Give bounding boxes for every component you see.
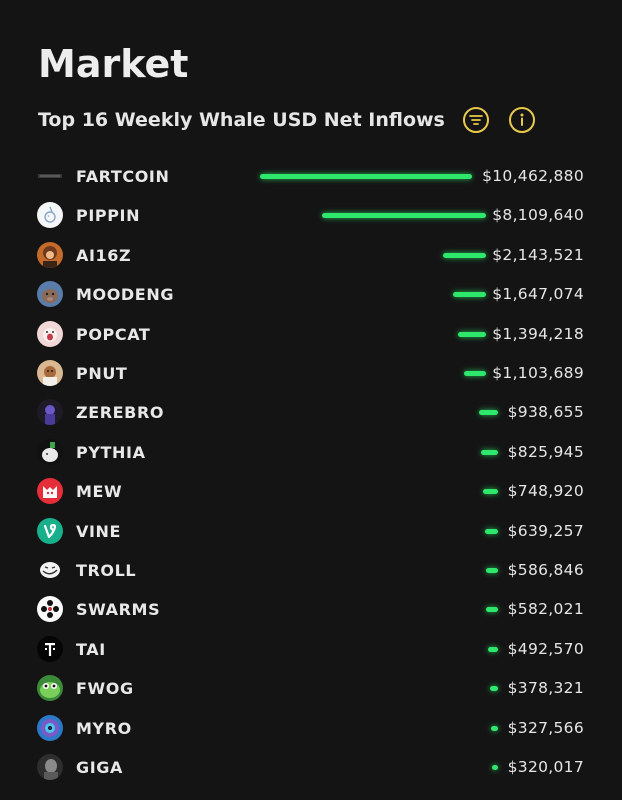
info-button[interactable] bbox=[508, 107, 535, 133]
inflow-value: $938,655 bbox=[507, 403, 584, 422]
token-row[interactable]: PNUT $1,103,689 bbox=[0, 355, 622, 391]
tai-logo-icon bbox=[37, 635, 63, 662]
token-row[interactable]: VINE $639,257 bbox=[0, 513, 622, 549]
inflow-value: $825,945 bbox=[507, 442, 584, 461]
inflow-bar bbox=[442, 252, 486, 258]
token-row[interactable]: PYTHIA $825,945 bbox=[0, 434, 622, 470]
inflow-bar bbox=[488, 646, 498, 652]
filter-lines-icon bbox=[468, 115, 483, 125]
inflow-bar bbox=[485, 528, 498, 534]
token-row[interactable]: MEW $748,920 bbox=[0, 473, 622, 509]
inflow-bar bbox=[478, 410, 498, 416]
token-row[interactable]: POPCAT $1,394,218 bbox=[0, 316, 622, 352]
inflow-value: $582,021 bbox=[507, 600, 584, 619]
token-row[interactable]: SWARMS $582,021 bbox=[0, 591, 622, 627]
inflow-value: $1,103,689 bbox=[492, 364, 584, 382]
info-icon bbox=[520, 113, 524, 126]
token-name: SWARMS bbox=[76, 600, 161, 620]
inflow-bar bbox=[490, 686, 498, 692]
token-row[interactable]: PIPPIN $8,109,640 bbox=[0, 197, 622, 233]
token-name: AI16Z bbox=[76, 245, 132, 265]
token-name: GIGA bbox=[76, 758, 124, 777]
page-title: Market bbox=[38, 42, 189, 86]
inflow-bar bbox=[486, 607, 498, 613]
ai16z-avatar-icon bbox=[37, 241, 63, 268]
token-name: MOODENG bbox=[76, 285, 175, 305]
section-title: Top 16 Weekly Whale USD Net Inflows bbox=[38, 109, 445, 131]
inflow-value: $2,143,521 bbox=[492, 245, 584, 264]
token-name: FARTCOIN bbox=[76, 167, 170, 186]
inflow-bar bbox=[452, 292, 486, 298]
inflow-bar bbox=[486, 568, 498, 573]
token-name: PNUT bbox=[76, 364, 128, 383]
myro-avatar-icon bbox=[37, 714, 63, 741]
token-name: TAI bbox=[76, 639, 106, 659]
token-name: MYRO bbox=[76, 718, 132, 738]
token-name: PIPPIN bbox=[76, 206, 141, 226]
inflow-value: $378,321 bbox=[507, 679, 584, 698]
token-row[interactable]: FWOG $378,321 bbox=[0, 670, 622, 706]
mew-avatar-icon bbox=[37, 478, 63, 505]
token-name: POPCAT bbox=[76, 324, 151, 344]
token-row[interactable]: TAI $492,570 bbox=[0, 631, 622, 667]
inflow-value: $320,017 bbox=[507, 758, 584, 776]
swarms-logo-icon bbox=[37, 596, 63, 623]
inflow-value: $492,570 bbox=[507, 639, 584, 658]
pippin-logo-icon bbox=[37, 202, 63, 229]
inflow-value: $1,647,074 bbox=[492, 285, 584, 304]
inflow-value: $8,109,640 bbox=[492, 206, 584, 225]
token-row[interactable]: AI16Z $2,143,521 bbox=[0, 237, 622, 273]
token-row[interactable]: FARTCOIN $10,462,880 bbox=[0, 158, 622, 194]
inflow-value: $327,566 bbox=[507, 718, 584, 737]
troll-face-icon bbox=[37, 557, 63, 583]
inflow-bar bbox=[457, 331, 486, 337]
token-row[interactable]: GIGA $320,017 bbox=[0, 749, 622, 785]
fwog-avatar-icon bbox=[37, 675, 63, 702]
inflow-bar bbox=[482, 489, 498, 495]
token-row[interactable]: MYRO $327,566 bbox=[0, 710, 622, 746]
token-name: MEW bbox=[76, 482, 123, 502]
section-header: Top 16 Weekly Whale USD Net Inflows bbox=[38, 103, 535, 137]
vine-logo-icon bbox=[37, 517, 63, 544]
inflow-bar bbox=[260, 174, 472, 179]
giga-avatar-icon bbox=[37, 754, 63, 780]
token-name: TROLL bbox=[76, 561, 137, 580]
token-name: VINE bbox=[76, 521, 122, 541]
zerebro-avatar-icon bbox=[37, 399, 63, 426]
pythia-avatar-icon bbox=[37, 438, 63, 465]
fartcoin-logo-icon bbox=[37, 163, 63, 189]
inflow-bar bbox=[321, 213, 486, 219]
filter-button[interactable] bbox=[462, 107, 489, 133]
token-row[interactable]: ZEREBRO $938,655 bbox=[0, 394, 622, 430]
inflow-value: $586,846 bbox=[507, 561, 584, 579]
inflow-bar bbox=[491, 725, 498, 731]
inflow-value: $748,920 bbox=[507, 482, 584, 501]
token-name: PYTHIA bbox=[76, 442, 146, 462]
popcat-avatar-icon bbox=[37, 320, 63, 347]
moodeng-avatar-icon bbox=[37, 281, 63, 308]
inflow-value: $639,257 bbox=[507, 521, 584, 540]
inflow-bar bbox=[491, 765, 498, 770]
inflow-value: $10,462,880 bbox=[482, 167, 584, 185]
inflow-bar bbox=[481, 449, 498, 455]
pnut-avatar-icon bbox=[37, 360, 63, 386]
token-row[interactable]: TROLL $586,846 bbox=[0, 552, 622, 588]
token-name: FWOG bbox=[76, 679, 134, 699]
inflow-value: $1,394,218 bbox=[492, 324, 584, 343]
token-name: ZEREBRO bbox=[76, 403, 165, 423]
token-row[interactable]: MOODENG $1,647,074 bbox=[0, 276, 622, 312]
inflow-bar bbox=[463, 371, 486, 376]
